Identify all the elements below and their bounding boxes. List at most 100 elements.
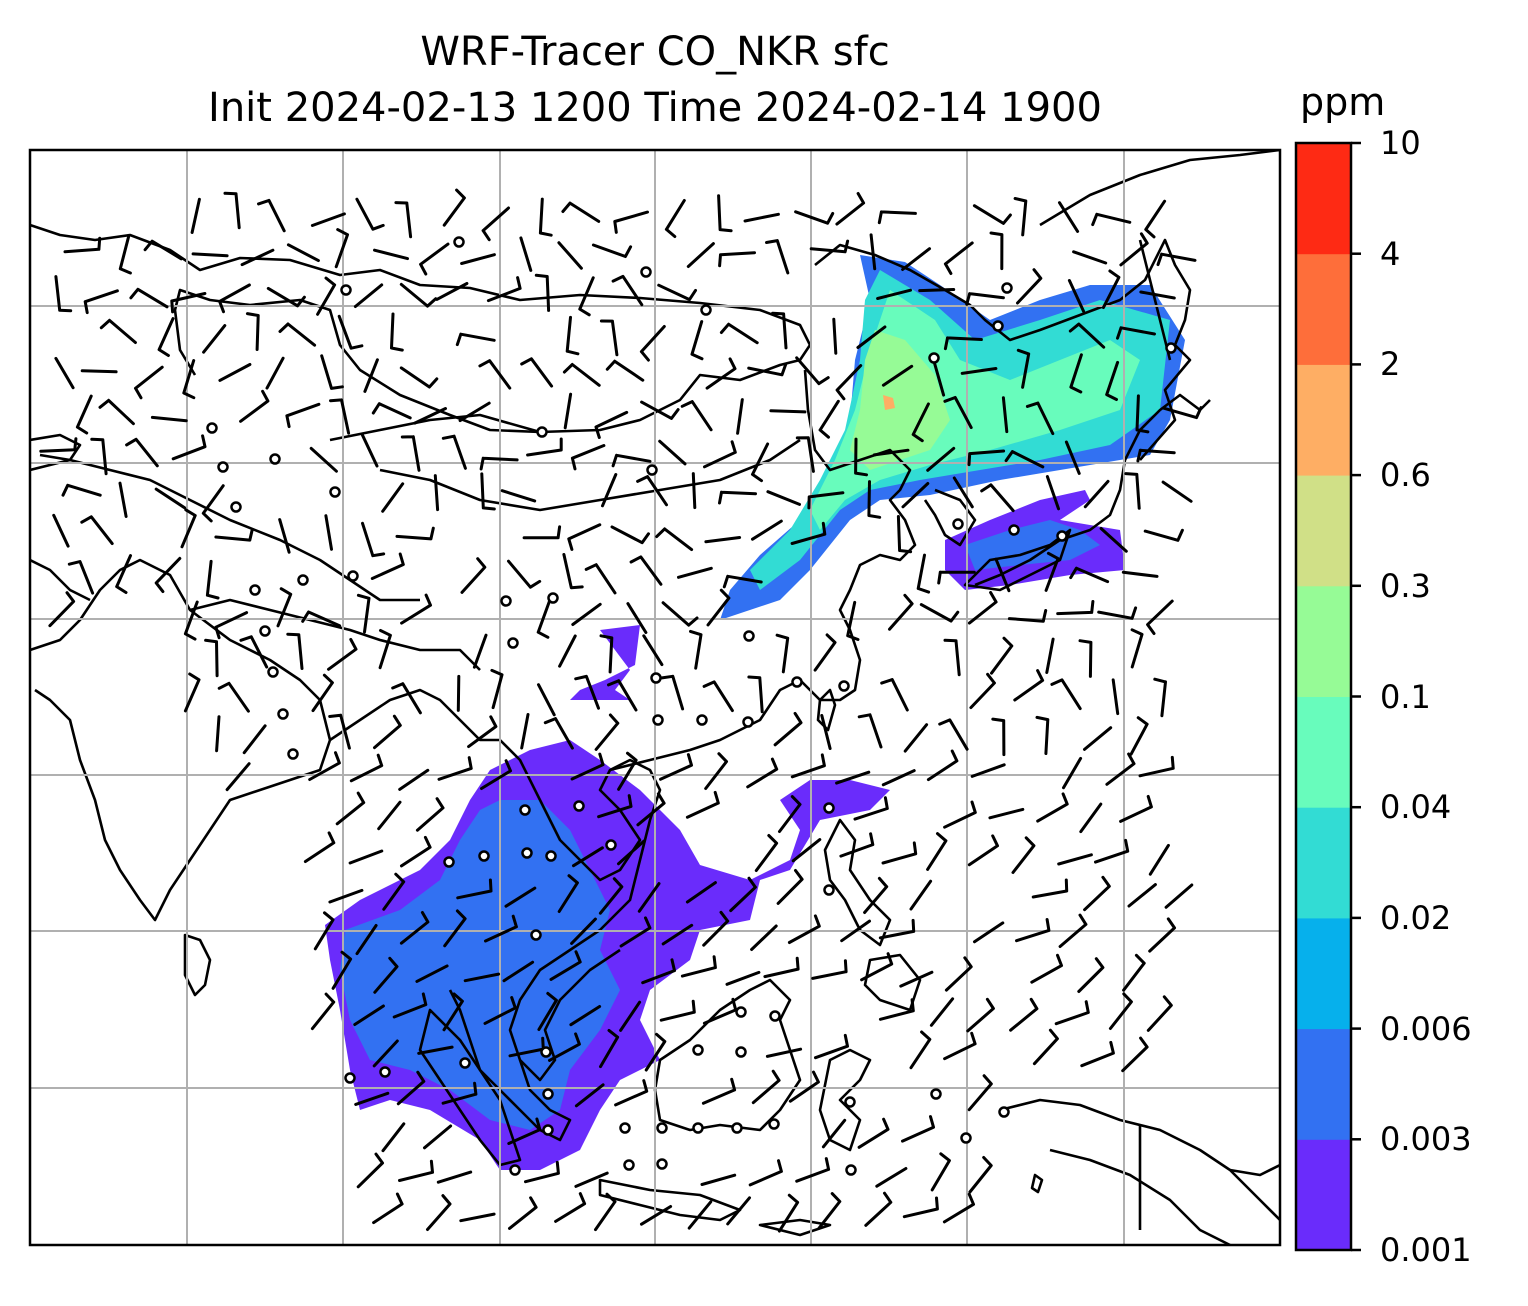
wind-barb <box>702 997 738 1025</box>
coastline-kamchatka-islands <box>1229 1163 1280 1177</box>
wind-barb <box>1161 480 1193 503</box>
wind-barb <box>846 600 860 641</box>
calm-wind-markers <box>206 236 1177 1176</box>
wind-barb <box>463 972 501 983</box>
wind-barb <box>324 514 333 551</box>
wind-barb <box>1057 853 1093 866</box>
wind-barb <box>938 718 969 751</box>
wind-barb <box>395 526 435 541</box>
wind-barb <box>202 324 227 354</box>
wind-barb <box>460 253 496 265</box>
wind-barb <box>657 283 697 302</box>
wind-barb <box>990 636 1014 675</box>
coastline-korea <box>923 488 977 547</box>
wind-barb <box>353 283 384 308</box>
wind-barb <box>378 629 392 670</box>
wind-barb <box>644 1032 667 1072</box>
coastline-indochina <box>499 739 662 1082</box>
wind-barb <box>807 491 845 510</box>
wind-barb <box>809 239 850 254</box>
wind-barb <box>973 921 1005 944</box>
wind-barb <box>75 394 93 435</box>
wind-barb <box>309 446 338 473</box>
wind-barb <box>980 483 1015 513</box>
coastline-india <box>30 558 332 922</box>
colorbar-tick-label: 0.006 <box>1380 1009 1472 1048</box>
calm-wind-marker <box>656 1158 668 1170</box>
wind-barb <box>441 434 467 470</box>
wind-barb <box>1015 918 1051 943</box>
wind-barb <box>771 311 788 350</box>
wind-barb <box>557 874 579 913</box>
wind-barb <box>349 753 384 783</box>
wind-barb <box>689 629 703 670</box>
wind-barb <box>1135 394 1150 434</box>
wind-barb <box>719 322 759 345</box>
coastline-caspian <box>30 433 82 462</box>
wind-barb <box>968 1156 993 1194</box>
wind-barb <box>415 964 449 983</box>
wind-barb <box>619 1000 642 1032</box>
wind-barb <box>373 956 399 994</box>
wind-barb <box>413 407 447 425</box>
wind-barb <box>960 367 998 375</box>
wind-barb <box>134 365 164 400</box>
wind-barb <box>1101 269 1121 310</box>
wind-barb <box>538 197 553 237</box>
calm-wind-marker <box>623 1159 635 1171</box>
wind-barb <box>558 634 577 668</box>
calm-wind-marker <box>453 236 465 248</box>
wind-barb <box>327 638 358 671</box>
wind-barb <box>1148 843 1170 876</box>
coastline-mindanao <box>863 953 922 1012</box>
wind-barb <box>1129 716 1149 756</box>
wind-barb <box>839 832 875 858</box>
wind-barb <box>355 197 385 231</box>
wind-barb <box>458 401 491 423</box>
wind-barb <box>191 252 229 258</box>
map-title-line1: WRF-Tracer CO_NKR sfc <box>420 29 890 75</box>
wind-barb <box>790 521 827 545</box>
wind-barb <box>392 992 428 1019</box>
wind-barb <box>183 672 201 713</box>
wind-barb <box>918 288 956 293</box>
wind-barb <box>1099 527 1128 553</box>
coastline-new-guinea <box>999 1098 1280 1221</box>
wind-barb <box>441 1081 478 1105</box>
wind-barb <box>1105 752 1136 786</box>
wind-barb <box>867 480 882 519</box>
wind-barb <box>878 998 915 1021</box>
wind-barb <box>722 574 763 589</box>
calm-wind-marker <box>844 1096 856 1108</box>
wind-barb <box>415 797 445 832</box>
wind-barb <box>943 1031 977 1061</box>
wind-barb <box>599 634 614 674</box>
wind-barb <box>143 239 183 261</box>
wind-barb <box>572 846 604 868</box>
calm-wind-marker <box>340 284 352 296</box>
wind-barb <box>747 675 764 714</box>
wind-barb <box>400 435 421 472</box>
wind-barb <box>354 1091 390 1106</box>
wind-barb <box>400 593 432 625</box>
wind-barb <box>1080 1040 1115 1068</box>
wind-barb <box>483 996 517 1025</box>
wind-barb <box>118 234 132 275</box>
wind-barb <box>636 792 666 827</box>
calm-wind-marker <box>960 1132 972 1144</box>
wind-barb <box>1146 995 1173 1032</box>
wind-barb <box>909 1030 932 1070</box>
wind-barb <box>154 487 187 510</box>
wind-barb <box>377 800 402 831</box>
wind-barb <box>718 490 757 505</box>
wind-barb <box>944 956 973 992</box>
wind-barb <box>205 559 220 600</box>
colorbar-tick-label: 0.001 <box>1380 1231 1472 1269</box>
wind-barb <box>1062 756 1083 790</box>
wind-barb <box>1016 348 1031 389</box>
calm-wind-marker <box>519 804 531 816</box>
wind-barb <box>878 918 916 940</box>
wind-barb <box>561 201 601 223</box>
calm-wind-marker <box>823 884 835 896</box>
calm-wind-marker <box>269 453 281 465</box>
